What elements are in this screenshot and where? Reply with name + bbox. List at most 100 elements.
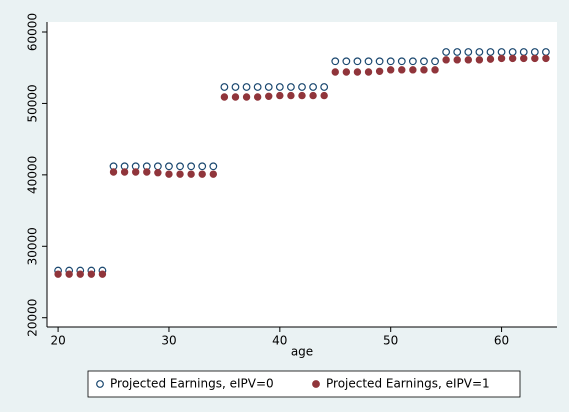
point [265,92,273,100]
point [431,57,439,66]
y-tick-label: 50000 [26,84,40,122]
x-tick-label: 30 [161,334,176,348]
point [54,270,62,278]
point [331,68,339,76]
point [253,83,262,91]
point [353,57,362,66]
point [143,168,151,176]
point [331,57,340,66]
point [375,67,384,75]
y-tick-label: 60000 [26,13,40,51]
point [386,57,395,66]
point [309,83,317,91]
point [342,57,351,66]
y-tick-label: 30000 [26,227,40,265]
point [475,48,484,56]
point [464,56,473,64]
point [397,57,406,66]
point [453,56,461,64]
point [320,91,328,100]
point [353,68,362,76]
point [187,170,195,178]
point [131,168,140,176]
point [420,66,428,74]
point [98,270,107,278]
point [386,66,395,74]
point [309,91,317,100]
point [165,170,173,178]
point [120,168,129,176]
point [298,83,306,91]
y-tick-label: 20000 [26,299,40,337]
point [209,162,218,171]
point [242,93,251,101]
point [253,93,262,101]
point [431,66,439,74]
point [76,270,84,278]
point [154,169,162,177]
point [220,83,229,91]
point [464,48,473,56]
point [364,68,373,76]
point [497,48,506,56]
point [519,48,528,56]
point [176,162,184,171]
point [486,48,495,56]
point [65,270,73,278]
point [409,66,417,74]
point [109,168,118,176]
point [398,66,406,74]
legend-marker [312,380,320,388]
x-tick-label: 60 [494,334,509,348]
point [486,55,495,63]
point [242,83,251,91]
point [542,48,550,56]
point [198,162,207,171]
point [320,83,329,91]
point [231,83,240,91]
point [508,48,517,56]
point [176,170,184,178]
point [531,54,539,63]
point [153,162,162,171]
point [187,162,196,171]
point [87,270,96,278]
point [364,57,373,66]
point [298,91,306,100]
point [287,83,295,91]
point [420,57,428,66]
point [408,57,417,66]
legend-label: Projected Earnings, eIPV=1 [326,377,490,391]
legend-box [87,370,521,398]
point [209,170,218,178]
point [442,56,450,64]
point [375,57,384,66]
x-tick-label: 20 [50,334,65,348]
point [542,54,550,63]
point [198,170,206,178]
plot-area [47,22,557,327]
y-tick-label: 40000 [26,156,40,194]
point [530,48,539,56]
point [264,83,273,91]
x-axis-label: age [291,345,313,359]
point [453,48,462,56]
legend-label: Projected Earnings, eIPV=0 [110,377,274,391]
point [275,83,284,91]
point [475,56,484,64]
point [508,54,517,63]
point [287,91,295,100]
point [165,162,173,171]
point [276,91,284,100]
x-tick-label: 40 [272,334,287,348]
legend-marker [96,380,104,388]
point [442,48,451,56]
point [342,68,351,76]
point [497,54,506,63]
point [520,54,528,63]
point [220,93,229,101]
x-tick-label: 50 [383,334,398,348]
point [231,93,240,101]
